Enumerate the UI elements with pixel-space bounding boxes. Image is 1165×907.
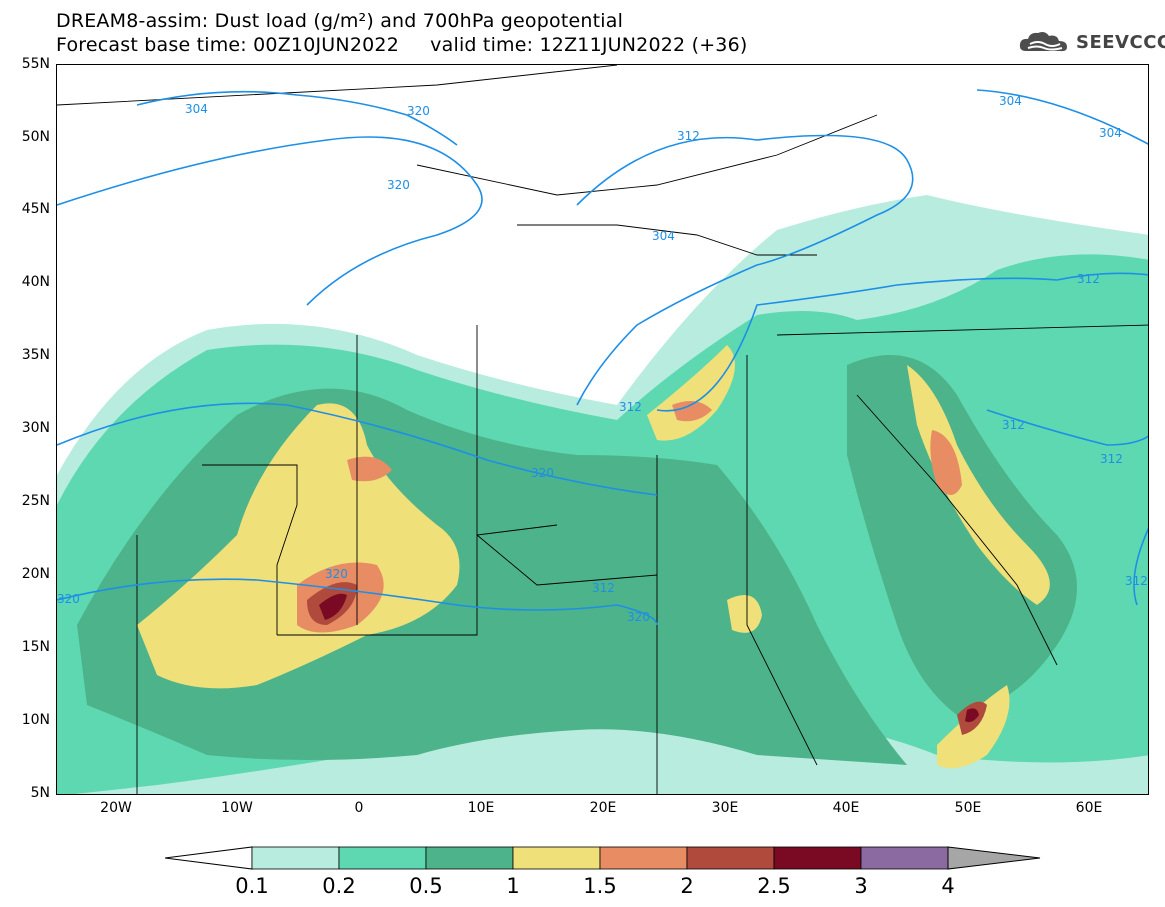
colorbar-label: 2.5 bbox=[757, 874, 791, 898]
colorbar-label: 3 bbox=[854, 874, 868, 898]
map-title: DREAM8-assim: Dust load (g/m²) and 700hP… bbox=[56, 10, 624, 32]
map-canvas: 304 312 320 304 312 320 320 320 312 320 … bbox=[57, 65, 1148, 794]
contour-label: 312 bbox=[592, 581, 615, 595]
contour-label: 312 bbox=[1100, 452, 1123, 466]
contour-line bbox=[976, 89, 1148, 145]
contour-label: 312 bbox=[619, 400, 642, 414]
contour-labels: 304 312 320 304 312 320 320 320 312 320 … bbox=[57, 94, 1148, 624]
colorbar-swatch bbox=[425, 846, 514, 870]
contour-line bbox=[1133, 527, 1148, 606]
dust-load-map: 304 312 320 304 312 320 320 320 312 320 … bbox=[56, 64, 1149, 795]
lat-tick: 55N bbox=[21, 56, 50, 72]
seevccc-logo: SEEVCCC bbox=[1018, 28, 1165, 56]
colorbar-label: 4 bbox=[941, 874, 955, 898]
lat-tick: 30N bbox=[21, 420, 50, 436]
colorbar-swatch bbox=[251, 846, 340, 870]
colorbar-label: 0.5 bbox=[409, 874, 443, 898]
colorbar-label: 1.5 bbox=[583, 874, 617, 898]
colorbar-arrow-low bbox=[164, 846, 253, 870]
lon-tick: 10W bbox=[221, 800, 253, 816]
lat-tick: 40N bbox=[21, 274, 50, 290]
contour-line bbox=[986, 409, 1148, 446]
contour-label: 320 bbox=[387, 178, 410, 192]
lon-tick: 10E bbox=[467, 800, 495, 816]
colorbar-label: 1 bbox=[506, 874, 520, 898]
forecast-times: Forecast base time: 00Z10JUN2022 valid t… bbox=[56, 34, 748, 56]
colorbar-swatch bbox=[599, 846, 688, 870]
contour-label: 320 bbox=[531, 466, 554, 480]
dust-field-yellow bbox=[727, 595, 762, 633]
dust-field-maroon bbox=[965, 708, 979, 723]
contour-label: 320 bbox=[627, 610, 650, 624]
contour-label: 312 bbox=[1125, 574, 1148, 588]
logo-text: SEEVCCC bbox=[1076, 31, 1165, 53]
lat-tick: 45N bbox=[21, 201, 50, 217]
dust-field-orange bbox=[347, 456, 392, 482]
colorbar-label: 2 bbox=[680, 874, 694, 898]
colorbar-swatch bbox=[860, 846, 949, 870]
contour-label: 312 bbox=[1002, 418, 1025, 432]
lon-tick: 0 bbox=[354, 800, 364, 816]
colorbar-arrow-high bbox=[947, 846, 1041, 870]
lon-tick: 20W bbox=[100, 800, 132, 816]
lon-tick: 40E bbox=[832, 800, 860, 816]
dust-field-orange bbox=[930, 430, 962, 495]
contour-label: 304 bbox=[185, 102, 208, 116]
lat-tick: 15N bbox=[21, 639, 50, 655]
lon-tick: 50E bbox=[954, 800, 982, 816]
dust-field-yellow bbox=[907, 365, 1050, 605]
contour-line bbox=[576, 134, 914, 406]
dust-field-yellow bbox=[647, 345, 735, 441]
lon-tick: 30E bbox=[711, 800, 739, 816]
contour-label: 304 bbox=[1099, 126, 1122, 140]
lon-tick: 20E bbox=[589, 800, 617, 816]
colorbar bbox=[164, 845, 1045, 875]
contour-line bbox=[57, 136, 483, 306]
contour-label: 320 bbox=[407, 104, 430, 118]
geopotential-contours bbox=[57, 89, 1148, 626]
colorbar-swatch bbox=[686, 846, 775, 870]
colorbar-label: 0.2 bbox=[322, 874, 356, 898]
contour-label: 304 bbox=[999, 94, 1022, 108]
contour-label: 312 bbox=[1077, 272, 1100, 286]
lat-tick: 20N bbox=[21, 566, 50, 582]
dust-field-maroon bbox=[319, 593, 347, 620]
lat-tick: 25N bbox=[21, 493, 50, 509]
country-borders bbox=[57, 65, 1148, 794]
colorbar-swatch bbox=[512, 846, 601, 870]
cloud-logo-icon bbox=[1019, 32, 1067, 52]
lat-tick: 10N bbox=[21, 712, 50, 728]
contour-label: 320 bbox=[325, 567, 348, 581]
lat-tick: 35N bbox=[21, 347, 50, 363]
dust-field-dark bbox=[847, 355, 1077, 715]
contour-line bbox=[57, 578, 658, 626]
colorbar-swatch bbox=[338, 846, 427, 870]
colorbar-label: 0.1 bbox=[235, 874, 269, 898]
contour-label: 304 bbox=[652, 229, 675, 243]
colorbar-swatch bbox=[773, 846, 862, 870]
dust-field-orange bbox=[672, 401, 712, 422]
dust-field bbox=[57, 195, 1148, 794]
contour-label: 312 bbox=[677, 129, 700, 143]
contour-line bbox=[136, 90, 458, 146]
contour-label: 320 bbox=[57, 592, 80, 606]
lat-tick: 50N bbox=[21, 129, 50, 145]
lon-tick: 60E bbox=[1075, 800, 1103, 816]
contour-line bbox=[57, 402, 658, 496]
contour-line bbox=[656, 272, 1148, 412]
lat-tick: 5N bbox=[30, 785, 50, 801]
